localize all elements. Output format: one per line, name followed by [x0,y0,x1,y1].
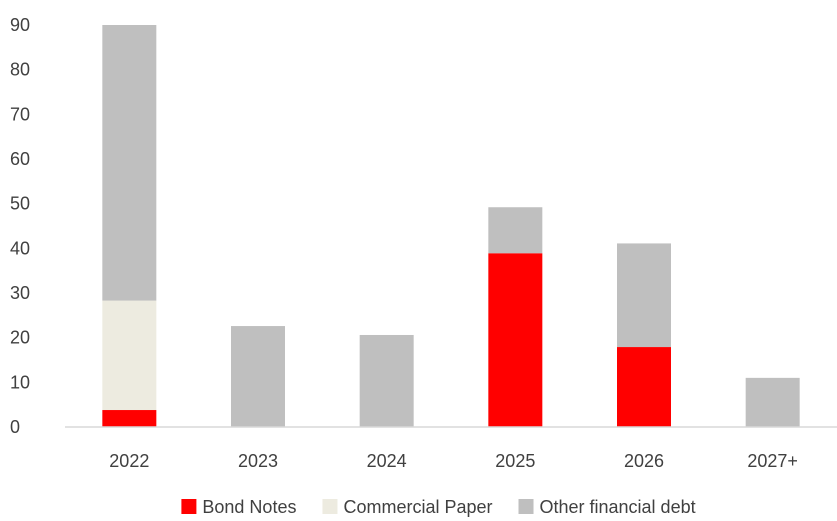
x-tick-label: 2023 [238,451,278,471]
y-tick-label: 0 [10,417,20,437]
legend-label: Bond Notes [202,497,296,517]
y-tick-label: 20 [10,328,30,348]
legend-swatch [518,499,534,514]
bar-other-financial-debt-2024 [359,334,414,427]
y-axis-tick-labels: 0 10 20 30 40 50 60 70 80 90 [10,15,30,437]
y-tick-label: 50 [10,194,30,214]
legend-item-commercial-paper: Commercial Paper [322,497,493,517]
bars-layer [102,25,800,427]
bar-other-financial-debt-2027plus [745,377,800,427]
legend-item-bond-notes: Bond Notes [181,497,296,517]
y-tick-label: 60 [10,149,30,169]
y-tick-label: 80 [10,60,30,80]
legend-swatch [322,499,338,514]
x-tick-label: 2027+ [747,451,798,471]
y-tick-label: 40 [10,238,30,258]
y-tick-label: 90 [10,15,30,35]
y-tick-label: 70 [10,104,30,124]
x-tick-label: 2022 [109,451,149,471]
bar-other-financial-debt-2022 [102,25,157,301]
bar-other-financial-debt-2025 [488,207,543,254]
x-tick-label: 2024 [367,451,407,471]
legend-item-other-financial-debt: Other financial debt [518,497,696,517]
bar-bond-notes-2025 [488,253,543,427]
bar-other-financial-debt-2026 [617,243,671,348]
legend-label: Other financial debt [540,497,696,517]
bar-commercial-paper-2022 [102,300,157,411]
legend: Bond Notes Commercial Paper Other financia… [181,497,696,517]
x-axis-tick-labels: 2022 2023 2024 2025 2026 2027+ [109,451,798,471]
bar-bond-notes-2026 [617,347,671,427]
legend-swatch [181,499,197,514]
x-tick-label: 2025 [495,451,535,471]
legend-label: Commercial Paper [343,497,492,517]
bar-other-financial-debt-2023 [231,326,285,427]
y-tick-label: 30 [10,283,30,303]
y-tick-label: 10 [10,372,30,392]
bar-bond-notes-2022 [102,410,157,427]
x-tick-label: 2026 [624,451,664,471]
